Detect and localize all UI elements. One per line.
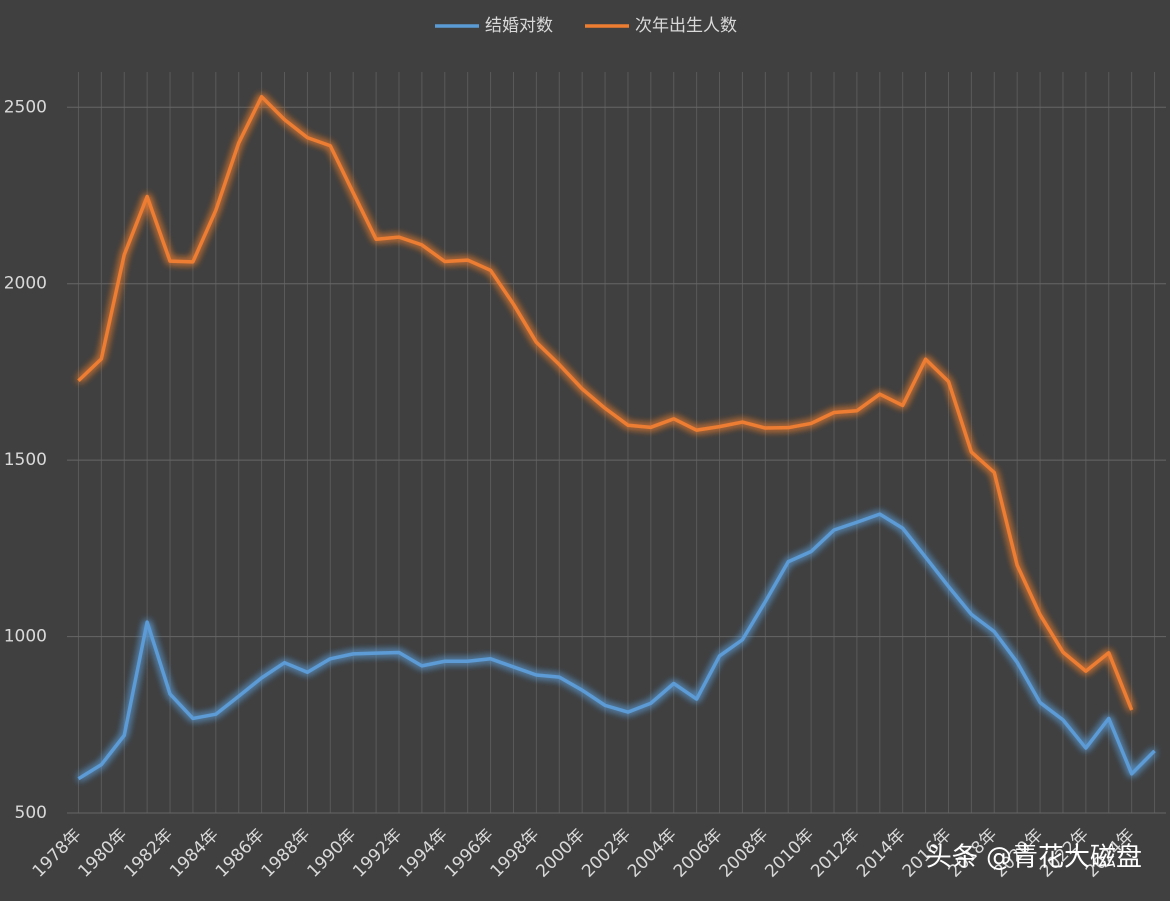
- legend-label: 结婚对数: [485, 16, 553, 36]
- y-tick-label: 500: [15, 803, 47, 823]
- line-series: [77, 512, 1156, 781]
- y-tick-label: 2500: [4, 97, 47, 117]
- y-tick-label: 2000: [4, 274, 47, 294]
- line-series: [77, 94, 1134, 711]
- legend-label: 次年出生人数: [635, 16, 737, 36]
- watermark: 头条 @青花大磁盘: [926, 843, 1142, 873]
- y-tick-label: 1500: [4, 450, 47, 470]
- y-tick-label: 1000: [4, 627, 47, 647]
